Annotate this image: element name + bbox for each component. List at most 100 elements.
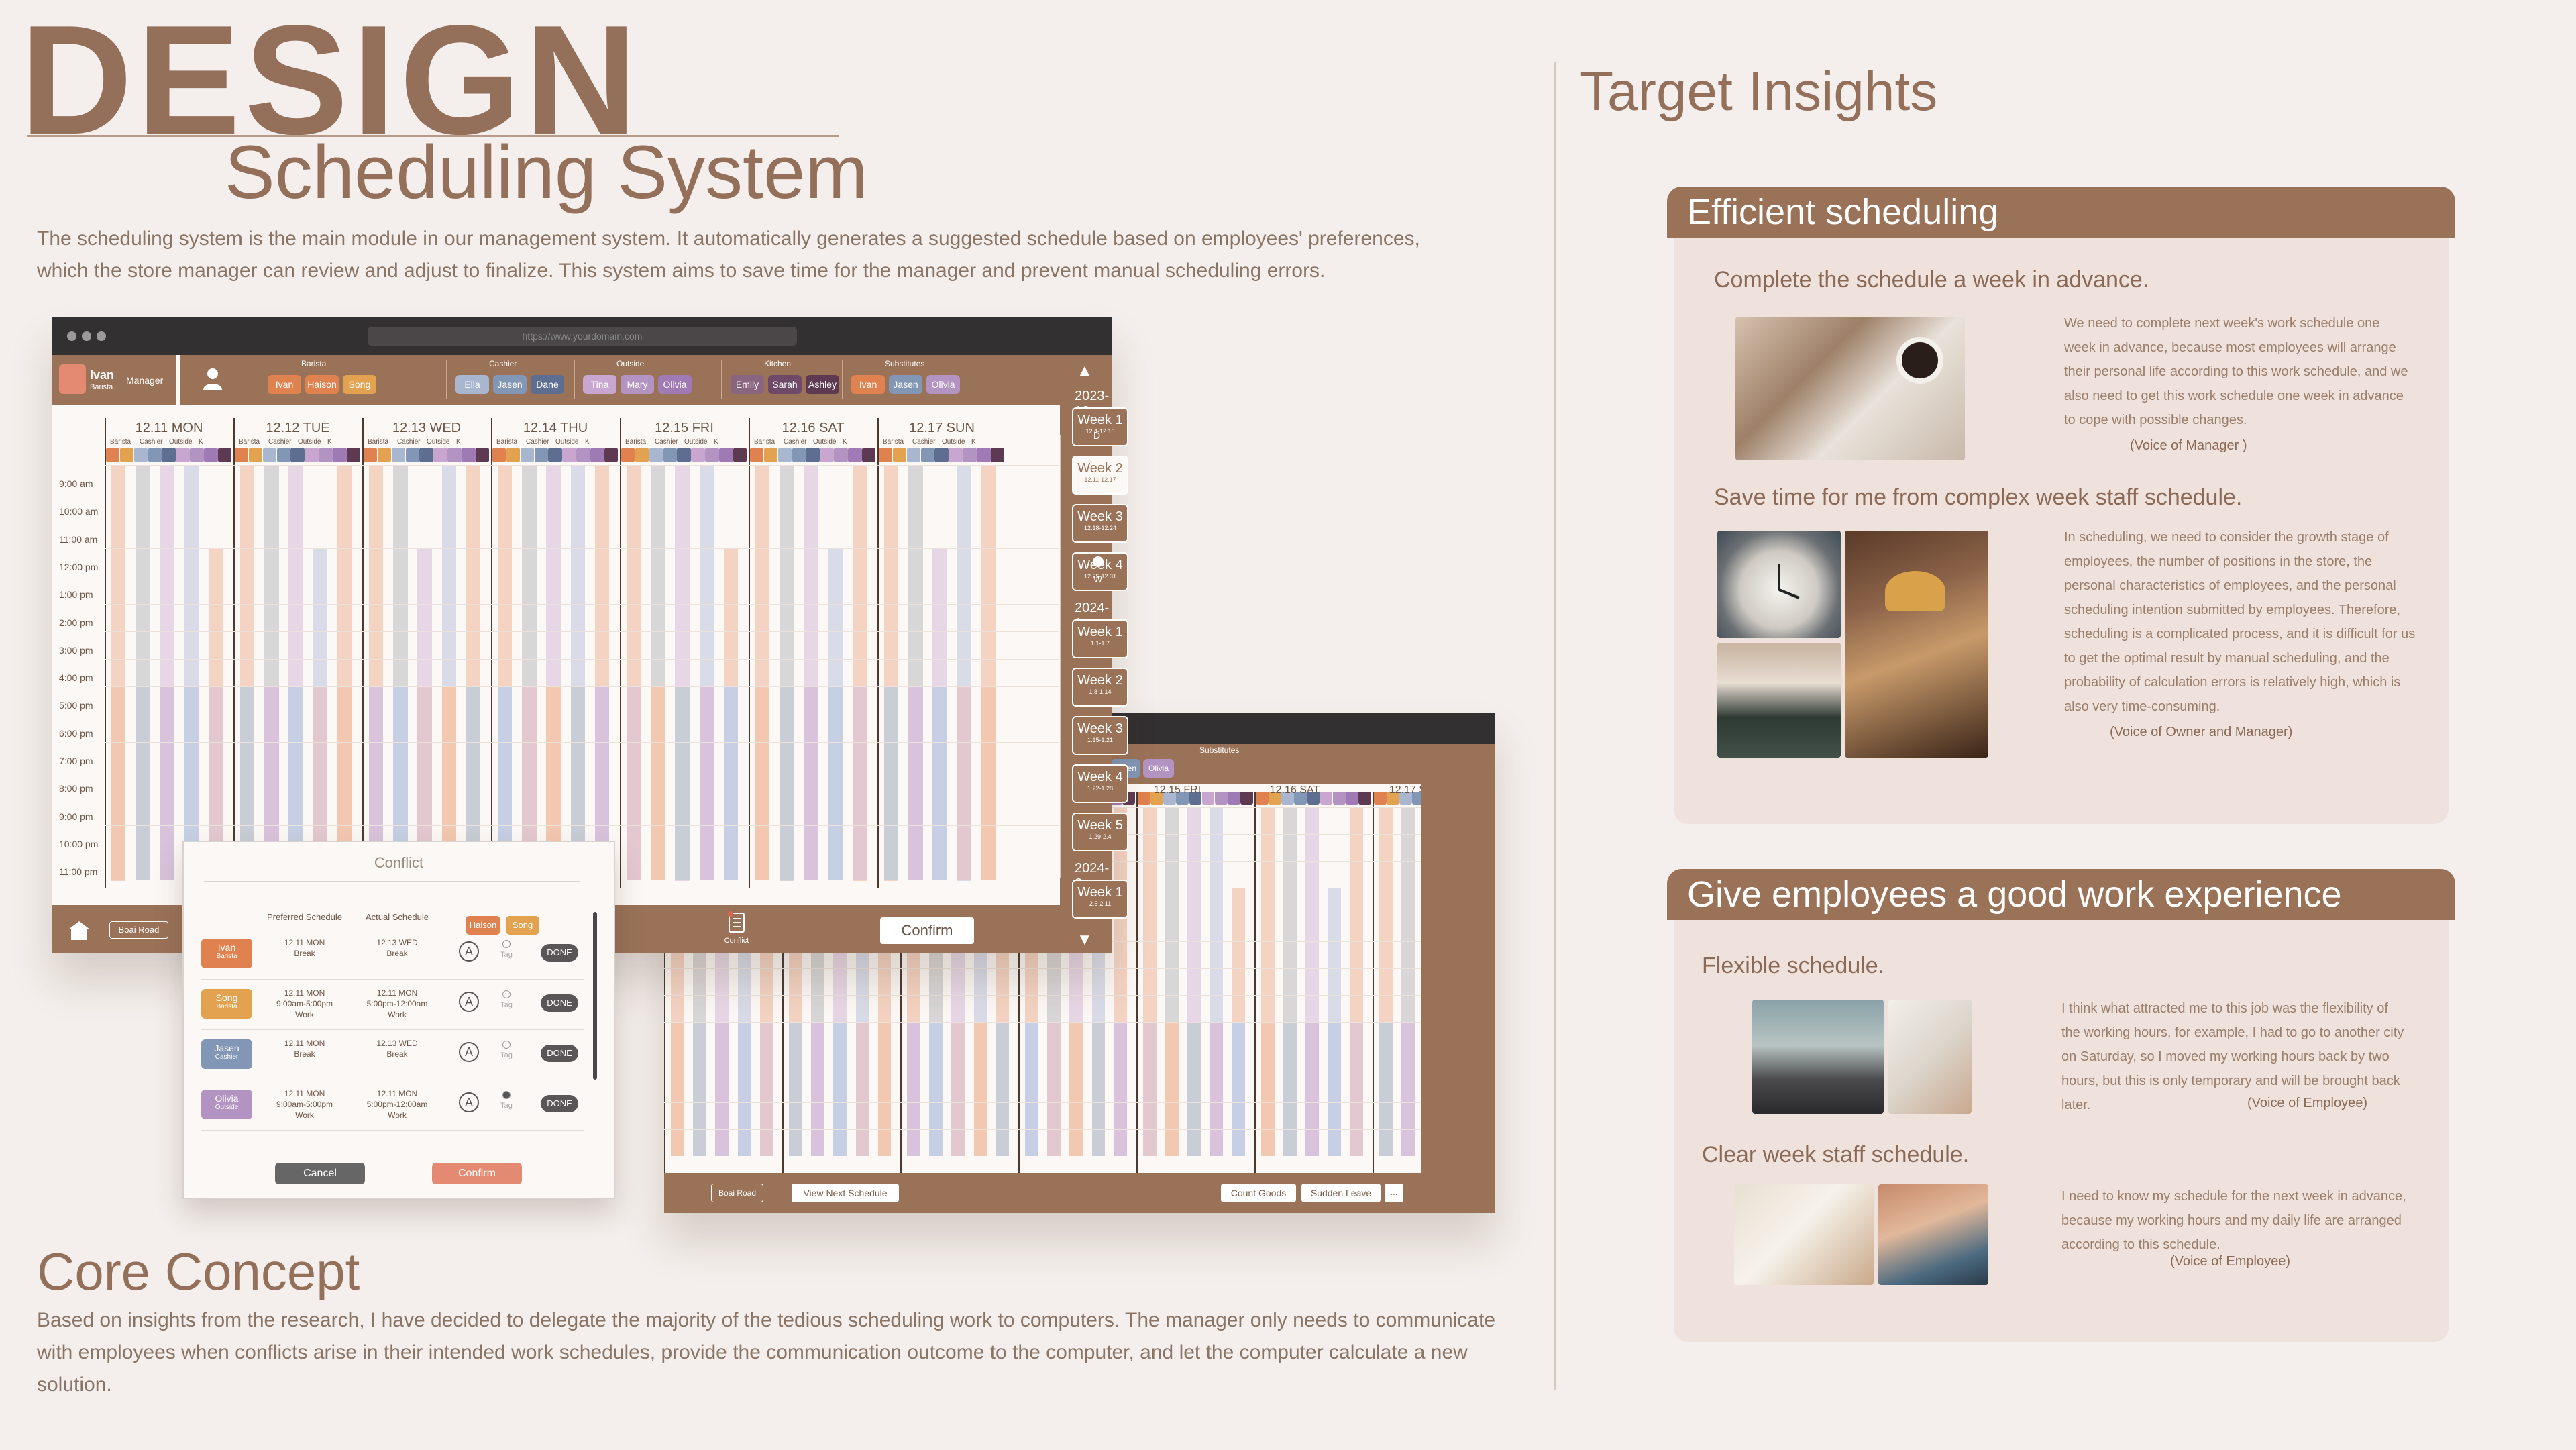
employee-chip-haison[interactable]: Haison	[305, 375, 339, 394]
employee-slot-marker[interactable]	[290, 448, 305, 462]
person-icon[interactable]	[201, 366, 225, 391]
employee-slot-marker[interactable]	[848, 448, 862, 462]
employee-slot-marker[interactable]	[248, 448, 263, 462]
more-button[interactable]: ...	[1385, 1184, 1403, 1202]
shift-column[interactable]	[723, 548, 739, 687]
reassign-icon[interactable]: A	[459, 1092, 479, 1112]
shift-column[interactable]	[417, 686, 432, 881]
employee-chip-tina[interactable]: Tina	[583, 375, 616, 394]
employee-slot-marker[interactable]	[148, 448, 162, 462]
window-minimize-dot[interactable]	[82, 331, 91, 341]
shift-column[interactable]	[208, 686, 223, 881]
shift-column[interactable]	[546, 686, 561, 881]
employee-slot-marker[interactable]	[934, 448, 949, 462]
shift-column[interactable]	[828, 686, 843, 881]
shift-column[interactable]	[417, 548, 432, 687]
zoom-slider-handle[interactable]	[1093, 556, 1104, 567]
shift-column[interactable]	[693, 1022, 706, 1156]
employee-slot-marker[interactable]	[235, 448, 249, 462]
window-maximize-dot[interactable]	[97, 331, 106, 341]
shift-column[interactable]	[1091, 1022, 1106, 1156]
employee-slot-marker[interactable]	[548, 448, 562, 462]
shift-column[interactable]	[981, 686, 996, 881]
employee-slot-marker[interactable]	[204, 448, 218, 462]
day-header[interactable]: 12.17 SUN	[909, 421, 975, 435]
employee-slot-marker[interactable]	[1201, 792, 1215, 805]
shift-column[interactable]	[929, 1022, 943, 1156]
employee-slot-marker[interactable]	[333, 448, 347, 462]
employee-slot-marker[interactable]	[1358, 792, 1371, 805]
employee-slot-marker[interactable]	[763, 448, 778, 462]
tag-toggle[interactable]: Tag	[496, 1041, 517, 1059]
employee-slot-marker[interactable]	[1307, 792, 1320, 805]
employee-chip-olivia[interactable]: Olivia	[926, 375, 960, 394]
shift-column[interactable]	[313, 686, 327, 881]
shift-column[interactable]	[160, 686, 174, 881]
employee-slot-marker[interactable]	[1189, 792, 1202, 805]
employee-slot-marker[interactable]	[377, 448, 392, 462]
shift-column[interactable]	[1232, 1022, 1246, 1156]
count-goods-button[interactable]: Count Goods	[1221, 1184, 1296, 1202]
employee-slot-marker[interactable]	[1256, 792, 1269, 805]
employee-slot-marker[interactable]	[1281, 792, 1294, 805]
shift-column[interactable]	[111, 686, 126, 881]
shift-column[interactable]	[1047, 1022, 1061, 1156]
shift-column[interactable]	[737, 1022, 751, 1156]
employee-slot-marker[interactable]	[1387, 792, 1399, 805]
shift-column[interactable]	[1283, 1022, 1297, 1156]
employee-chip-dane[interactable]: Dane	[531, 375, 564, 394]
employee-slot-marker[interactable]	[391, 448, 406, 462]
employee-slot-marker[interactable]	[190, 448, 204, 462]
shift-column[interactable]	[1261, 1022, 1275, 1156]
shift-column[interactable]	[759, 1022, 773, 1156]
week-button[interactable]: Week 4 1.22-1.28	[1072, 764, 1128, 803]
employee-slot-marker[interactable]	[806, 448, 820, 462]
tag-toggle[interactable]: Tag	[496, 1091, 517, 1110]
employee-slot-marker[interactable]	[119, 448, 134, 462]
week-button[interactable]: Week 3 1.15-1.21	[1072, 716, 1128, 755]
week-button[interactable]: Week 3 12.18-12.24	[1072, 504, 1128, 543]
shift-column[interactable]	[957, 686, 971, 881]
shift-column[interactable]	[1401, 1022, 1415, 1156]
employee-slot-marker[interactable]	[1294, 792, 1307, 805]
dialog-scrollbar[interactable]	[593, 912, 597, 1080]
day-header[interactable]: 12.16 SAT	[782, 421, 845, 435]
tag-toggle[interactable]: Tag	[496, 940, 517, 959]
shift-column[interactable]	[973, 1022, 987, 1156]
employee-slot-marker[interactable]	[705, 448, 719, 462]
cancel-button[interactable]: Cancel	[275, 1163, 365, 1184]
shift-column[interactable]	[627, 686, 641, 881]
employee-slot-marker[interactable]	[1412, 792, 1421, 805]
employee-slot-marker[interactable]	[276, 448, 291, 462]
employee-slot-marker[interactable]	[1320, 792, 1333, 805]
done-button[interactable]: DONE	[541, 994, 578, 1012]
shift-column[interactable]	[369, 686, 384, 881]
view-next-schedule-button[interactable]: View Next Schedule	[792, 1184, 899, 1202]
window-close-dot[interactable]	[67, 331, 76, 341]
day-header[interactable]: 12.13 WED	[392, 421, 462, 435]
day-header[interactable]: 12.11 MON	[135, 421, 203, 435]
week-button[interactable]: Week 1 2.5-2.11	[1072, 880, 1128, 919]
employee-slot-marker[interactable]	[1345, 792, 1358, 805]
day-header[interactable]: 12.15 FRI	[655, 421, 714, 435]
employee-slot-marker[interactable]	[733, 448, 747, 462]
employee-slot-marker[interactable]	[447, 448, 462, 462]
employee-slot-marker[interactable]	[1399, 792, 1412, 805]
employee-slot-marker[interactable]	[777, 448, 792, 462]
shift-column[interactable]	[932, 686, 947, 881]
shift-column[interactable]	[288, 686, 303, 881]
employee-slot-marker[interactable]	[677, 448, 691, 462]
shift-column[interactable]	[522, 686, 537, 881]
employee-slot-marker[interactable]	[1163, 792, 1176, 805]
day-header[interactable]: 12.14 THU	[523, 421, 588, 435]
employee-slot-marker[interactable]	[892, 448, 907, 462]
reassign-icon[interactable]: A	[459, 941, 479, 962]
shift-column[interactable]	[1328, 1022, 1342, 1156]
day-header[interactable]: 12.12 TUE	[266, 421, 330, 435]
shift-column[interactable]	[811, 1022, 824, 1156]
shift-column[interactable]	[441, 686, 456, 881]
shift-column[interactable]	[1350, 1022, 1364, 1156]
shift-column[interactable]	[907, 1022, 920, 1156]
employee-slot-marker[interactable]	[1240, 792, 1253, 805]
shift-column[interactable]	[852, 686, 867, 881]
